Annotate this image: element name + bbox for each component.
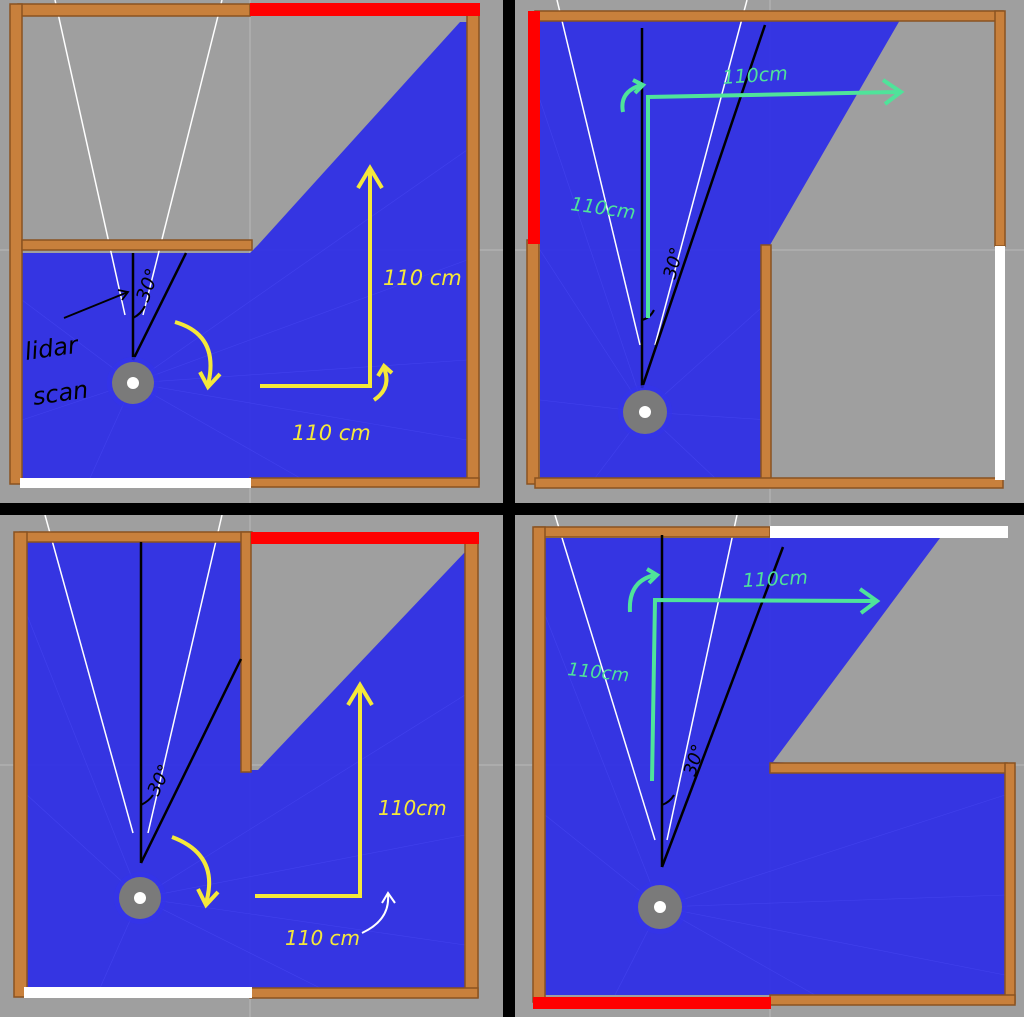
red-boundary (528, 11, 540, 244)
robot (107, 357, 159, 409)
horizontal-distance-label: 110 cm (285, 926, 360, 950)
lidar-scan-area (540, 20, 900, 478)
measure-arrow-l (650, 597, 876, 782)
panel-top-right-svg: 110cm 110cm 30° (515, 0, 1024, 503)
wall-left (532, 526, 546, 1003)
horizontal-distance-label: 110cm (722, 62, 789, 88)
red-boundary (533, 997, 771, 1009)
wall-right (1004, 762, 1016, 1004)
arrow-head-right (858, 587, 881, 615)
red-boundary (250, 3, 480, 16)
wall-right-upper (994, 10, 1006, 247)
yellow-annotations (171, 681, 374, 909)
green-annotations (627, 567, 881, 782)
horizontal-distance-label: 110 cm (292, 421, 371, 445)
wall-top (534, 526, 771, 538)
measure-arrow-l (646, 90, 900, 318)
arrow-head-right (881, 78, 905, 106)
wall-top (17, 3, 251, 17)
corner-arrow (372, 367, 389, 402)
white-boundary (770, 526, 1008, 538)
wall-inner (240, 531, 252, 773)
yellow-annotations (174, 164, 394, 402)
panel-top-left-svg: lidar scan 30° 110 cm 110 cm (0, 0, 503, 503)
measure-arrow-l (255, 687, 362, 898)
robot (633, 880, 687, 934)
vertical-distance-label: 110 cm (383, 266, 462, 290)
rotation-arrow (171, 835, 212, 904)
angle-lines (131, 252, 188, 361)
green-annotations (620, 78, 905, 318)
wall-inner (760, 244, 772, 484)
fov-lines (44, 515, 223, 834)
robot (114, 872, 166, 924)
corner-arrow (620, 83, 642, 113)
panel-bottom-left-svg: 30° 110cm 110 cm (0, 515, 503, 1017)
horizontal-distance-label: 110cm (742, 567, 808, 592)
corner-arrow-head (376, 362, 394, 378)
wall-inner (21, 239, 253, 251)
arrow-head-up (356, 164, 384, 190)
wall-left (526, 239, 540, 485)
corner-arrow (361, 891, 396, 934)
white-boundary (995, 246, 1005, 480)
rotation-arrow (174, 320, 213, 386)
walls (9, 3, 480, 488)
corner-arrow (627, 573, 656, 613)
rotation-arrow-head (196, 888, 220, 909)
panel-top-left: lidar scan 30° 110 cm 110 cm (0, 0, 503, 503)
wall-bottom (249, 477, 480, 488)
robot (618, 385, 672, 439)
corner-arrow-head (632, 78, 647, 95)
scan-rays (544, 614, 1006, 996)
wall-inner (769, 762, 1008, 774)
wall-bottom (249, 987, 479, 999)
corner-arrow-head (645, 567, 661, 585)
wall-bottom (534, 477, 1004, 489)
arrow-head-up (346, 681, 374, 707)
angle-arc (140, 794, 154, 806)
panel-top-right: 110cm 110cm 30° (515, 0, 1024, 503)
wall-top (19, 531, 253, 543)
wall-left (9, 3, 23, 485)
fov-lines (556, 0, 748, 346)
panel-bottom-right-svg: 110cm 110cm 30° (515, 515, 1024, 1017)
lidar-label-arrow (63, 289, 130, 319)
wall-right (466, 9, 480, 485)
red-boundary (251, 532, 479, 544)
measure-arrow-l (260, 168, 372, 388)
fov-lines (54, 0, 223, 316)
scan-rays (21, 149, 468, 479)
walls (13, 531, 479, 999)
fov-lines (554, 515, 738, 841)
white-boundary (24, 987, 252, 998)
white-boundary (20, 478, 251, 488)
wall-top (534, 10, 1004, 22)
vertical-distance-label: 110cm (378, 796, 447, 820)
wall-right (464, 541, 479, 998)
angle-lines (139, 542, 243, 864)
panel-bottom-right: 110cm 110cm 30° (515, 515, 1024, 1017)
angle-arc (661, 794, 675, 806)
wall-bottom (769, 994, 1016, 1006)
panel-bottom-left: 30° 110cm 110 cm (0, 515, 503, 1017)
wall-left (13, 531, 28, 998)
rotation-arrow-head (198, 371, 222, 391)
angle-arc (132, 305, 146, 319)
